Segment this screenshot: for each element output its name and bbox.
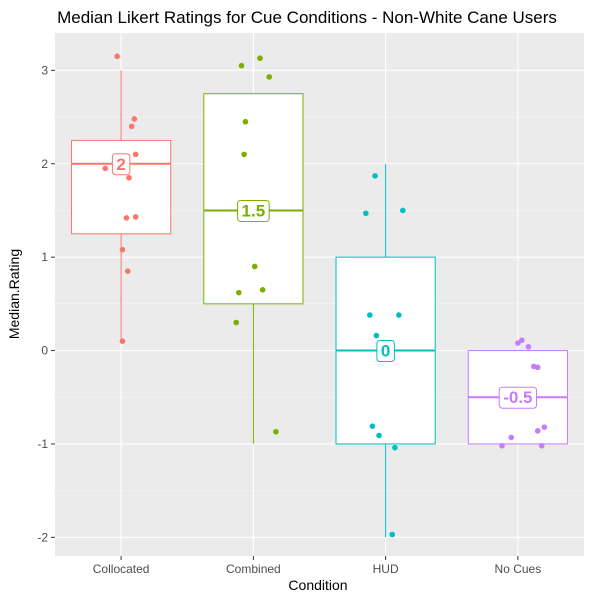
x-tick-label: HUD bbox=[373, 562, 399, 576]
x-tick-label: No Cues bbox=[495, 562, 542, 576]
y-tick-label: 3 bbox=[41, 63, 48, 77]
median-label-text: 0 bbox=[381, 342, 390, 361]
data-point bbox=[534, 428, 541, 434]
data-point bbox=[123, 215, 130, 221]
data-point bbox=[119, 246, 126, 253]
median-label-text: 2 bbox=[116, 155, 125, 174]
data-point bbox=[132, 214, 139, 220]
data-point bbox=[362, 210, 369, 217]
box-combined bbox=[203, 93, 304, 305]
data-point bbox=[126, 174, 132, 181]
data-point bbox=[257, 55, 263, 62]
data-point bbox=[236, 289, 242, 296]
median-label-box bbox=[498, 386, 538, 409]
median-label-box bbox=[111, 153, 131, 176]
plot-panel bbox=[55, 33, 584, 556]
data-point bbox=[102, 165, 109, 172]
data-point bbox=[242, 118, 249, 125]
data-point bbox=[266, 74, 273, 80]
median-label-text: 1.5 bbox=[242, 201, 266, 220]
data-point bbox=[499, 442, 505, 449]
data-point bbox=[373, 332, 380, 339]
y-tick-label: -2 bbox=[37, 530, 48, 544]
data-point bbox=[124, 268, 131, 274]
axes: -2 -1 0 1 2 3 Collocated Combined HUD No Cues bbox=[37, 63, 541, 576]
x-tick-label: Combined bbox=[226, 562, 281, 576]
y-tick-label: 0 bbox=[41, 344, 48, 358]
median-label: 0 bbox=[376, 340, 395, 363]
data-point bbox=[538, 442, 545, 449]
data-point bbox=[369, 423, 376, 429]
data-point bbox=[541, 424, 548, 430]
x-tick-label: Collocated bbox=[93, 562, 150, 576]
median-label-box bbox=[237, 199, 270, 222]
boxes bbox=[71, 70, 568, 538]
median-label-text: -0.5 bbox=[503, 388, 532, 407]
data-point bbox=[114, 53, 120, 60]
data-point bbox=[376, 432, 382, 439]
data-point bbox=[259, 287, 266, 293]
data-point bbox=[372, 173, 378, 179]
data-points bbox=[102, 53, 548, 538]
data-point bbox=[131, 116, 138, 122]
data-point bbox=[241, 151, 247, 158]
data-point bbox=[519, 337, 525, 344]
median-label: 2 bbox=[111, 153, 131, 176]
y-tick-label: -1 bbox=[37, 437, 48, 451]
median-label-box bbox=[376, 340, 395, 363]
median-label: 1.5 bbox=[237, 199, 270, 222]
data-point bbox=[233, 319, 239, 326]
x-axis-title: Condition bbox=[288, 577, 347, 593]
data-point bbox=[128, 123, 135, 130]
data-point bbox=[238, 62, 245, 69]
data-point bbox=[525, 344, 532, 350]
y-tick-label: 1 bbox=[41, 250, 48, 264]
data-point bbox=[132, 151, 139, 158]
data-point bbox=[515, 340, 521, 346]
data-point bbox=[400, 207, 406, 214]
median-label: -0.5 bbox=[498, 386, 538, 409]
data-point bbox=[119, 338, 126, 344]
data-point bbox=[251, 263, 258, 270]
data-point bbox=[389, 531, 396, 538]
y-axis-title: Median.Rating bbox=[6, 249, 22, 339]
median-labels: 2 1.5 0 -0.5 bbox=[111, 153, 538, 409]
data-point bbox=[366, 312, 373, 318]
y-tick-label: 2 bbox=[41, 157, 48, 171]
data-point bbox=[392, 444, 398, 451]
data-point bbox=[273, 428, 279, 435]
data-point bbox=[508, 434, 515, 441]
data-point bbox=[534, 364, 541, 371]
data-point bbox=[396, 312, 402, 318]
chart-title: Median Likert Ratings for Cue Conditions… bbox=[57, 8, 557, 27]
